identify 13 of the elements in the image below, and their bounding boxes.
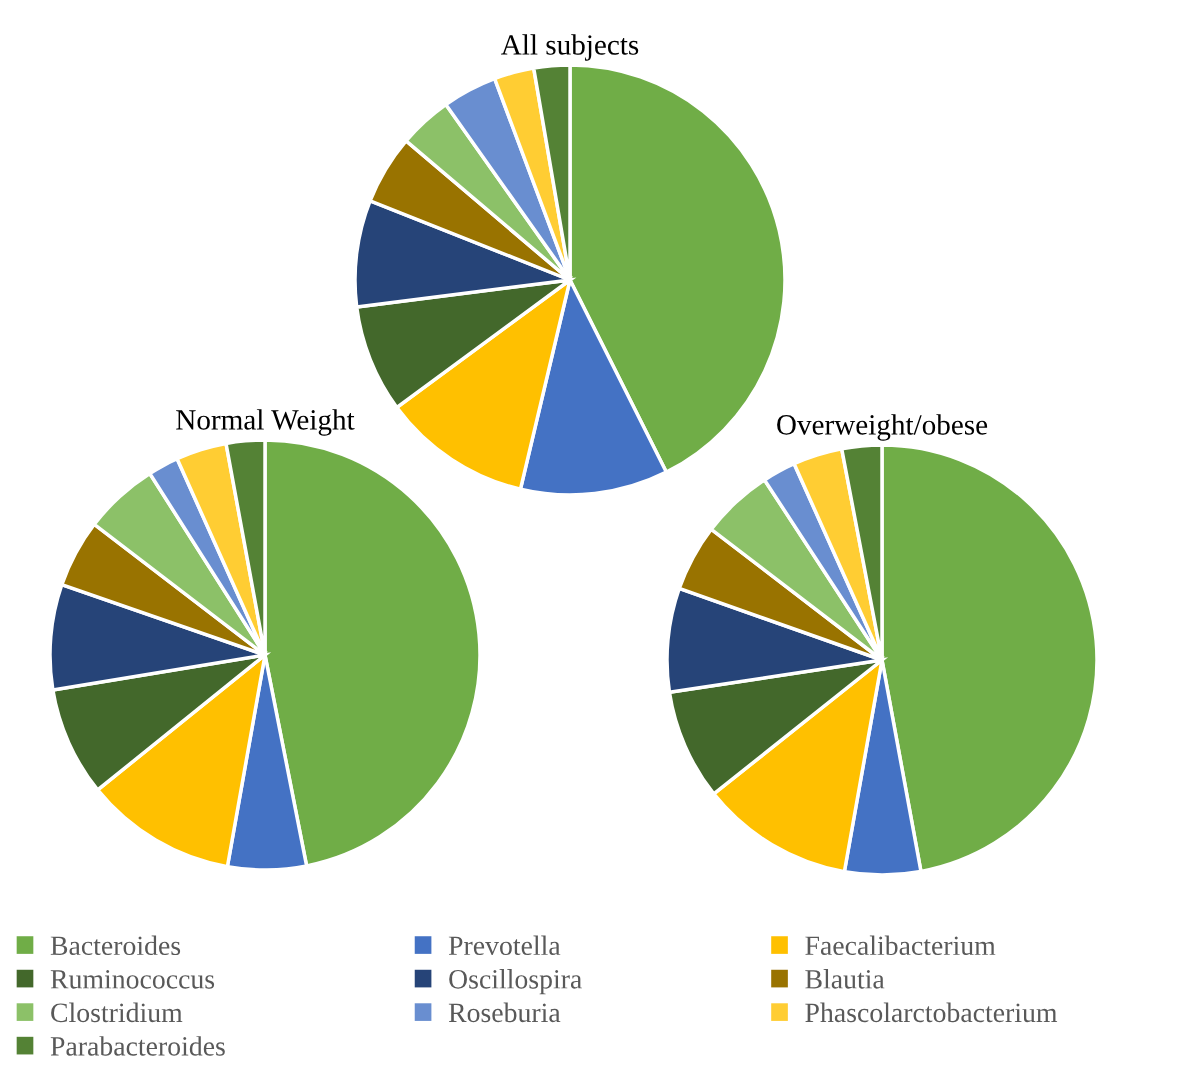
- legend-label: Clostridium: [51, 1002, 183, 1023]
- legend-label: Blautia: [805, 969, 885, 989]
- chart-title: All subjects: [501, 34, 639, 61]
- legend-label: Prevotella: [448, 935, 561, 956]
- legend-label: Roseburia: [448, 1002, 561, 1023]
- legend-label: Parabacteroides: [50, 1036, 225, 1056]
- chart-title: Overweight/obese: [777, 414, 988, 441]
- legend-label: Phascolarctobacterium: [805, 1002, 1058, 1023]
- legend-label: Faecalibacterium: [805, 935, 996, 956]
- legend-label: Ruminococcus: [50, 969, 215, 989]
- legend-label: Bacteroides: [50, 935, 181, 956]
- chart-title: Normal Weight: [176, 409, 355, 436]
- legend-label: Oscillospira: [449, 969, 582, 995]
